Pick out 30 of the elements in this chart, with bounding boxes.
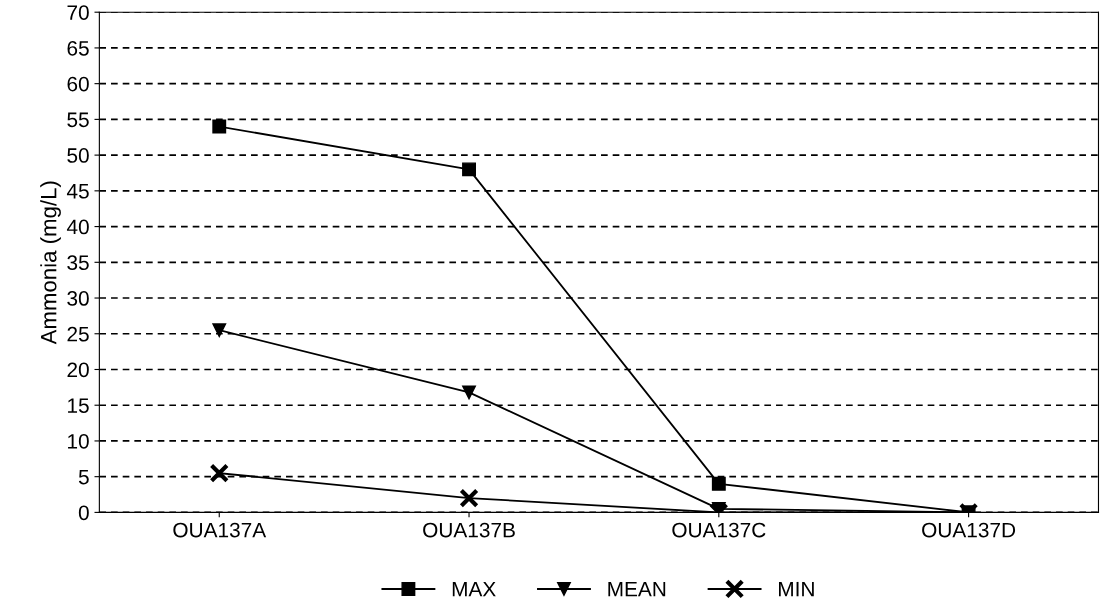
y-tick-label: 55 [67, 112, 89, 128]
y-tick-label: 45 [66, 184, 89, 199]
x-tick-label: OUA137D [922, 522, 1016, 538]
y-tick-label: 25 [67, 326, 89, 342]
y-tick-label: 35 [67, 255, 89, 271]
point [212, 323, 227, 338]
y-tick-label: 0 [78, 505, 89, 521]
x-tick-label: OUA137C [672, 522, 766, 538]
y-tick-label: 70 [67, 5, 89, 20]
point [209, 463, 229, 483]
y-tick-label: 50 [67, 148, 89, 163]
y-tick-label: 65 [67, 40, 89, 56]
legend-label: MIN [779, 581, 814, 597]
point [459, 488, 479, 508]
y-tick-label: 30 [67, 291, 89, 306]
legend-label: MEAN [608, 581, 666, 597]
y-tick-label: 20 [67, 362, 89, 378]
point [462, 162, 476, 177]
y-tick-label: 10 [68, 433, 89, 449]
y-tick-label: 40 [66, 219, 89, 235]
point [462, 385, 476, 400]
point [711, 476, 726, 491]
x-tick-label: OUA137A [173, 522, 267, 538]
y-tick-label: 60 [67, 76, 89, 92]
point [212, 119, 227, 134]
y-axis-title: Ammonia (mg/L) [40, 181, 61, 345]
x-tick-label: OUA137B [423, 522, 515, 538]
y-tick-label: 15 [68, 398, 89, 413]
legend-label: MAX [452, 581, 496, 597]
y-tick-label: 5 [78, 469, 89, 485]
